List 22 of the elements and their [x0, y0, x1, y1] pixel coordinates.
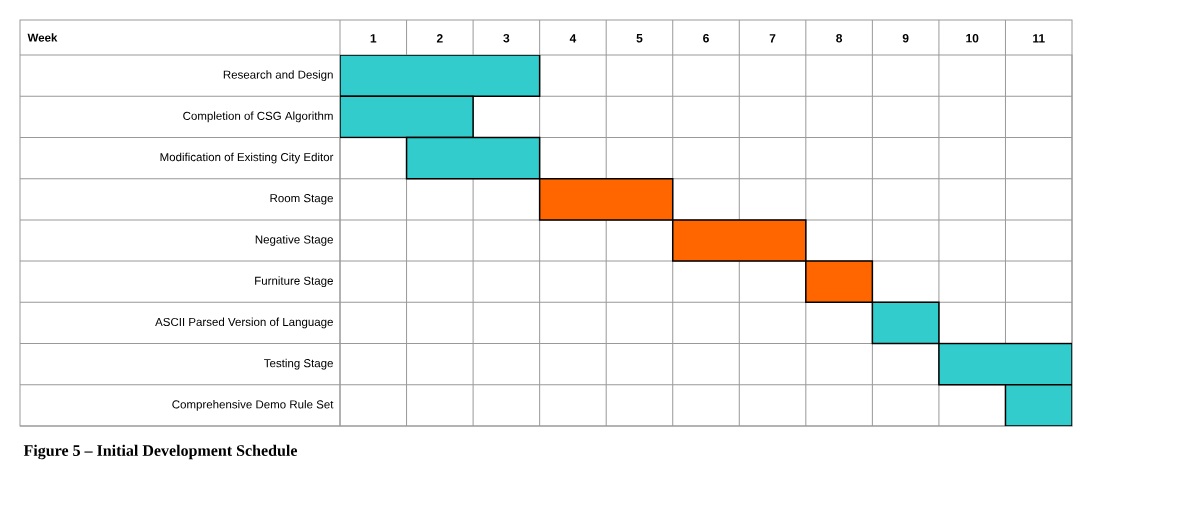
x-tick-label: 9: [902, 33, 909, 43]
x-tick-label: 3: [503, 33, 510, 43]
y-tick-label: Furniture Stage: [255, 276, 333, 288]
y-tick-label: Modification of Existing City Editor: [160, 152, 334, 164]
x-tick-label: 2: [436, 34, 443, 43]
y-tick-label: Research and Design: [223, 70, 333, 81]
y-tick-label: Room Stage: [270, 194, 333, 205]
x-tick-label: 10: [966, 33, 979, 43]
x-tick-label: 4: [569, 34, 577, 43]
y-tick-label: Testing Stage: [264, 358, 333, 370]
x-tick-label: 7: [769, 34, 776, 43]
caption: Figure 5 – Initial Development Schedule: [23, 444, 298, 460]
y-tick-label: Comprehensive Demo Rule Set: [172, 400, 334, 411]
y-tick-label: ASCII Parsed Version of Language: [155, 317, 333, 329]
y-tick-label: Completion of CSG Algorithm: [183, 111, 333, 123]
x-tick-label: 5: [636, 34, 643, 43]
x-tick-label: 8: [836, 33, 843, 43]
x-tick-label: 1: [370, 34, 377, 43]
y-tick-label: Negative Stage: [255, 235, 333, 246]
text: Week: [27, 33, 58, 42]
x-tick-label: 11: [1033, 34, 1045, 43]
x-tick-label: 6: [703, 33, 709, 43]
